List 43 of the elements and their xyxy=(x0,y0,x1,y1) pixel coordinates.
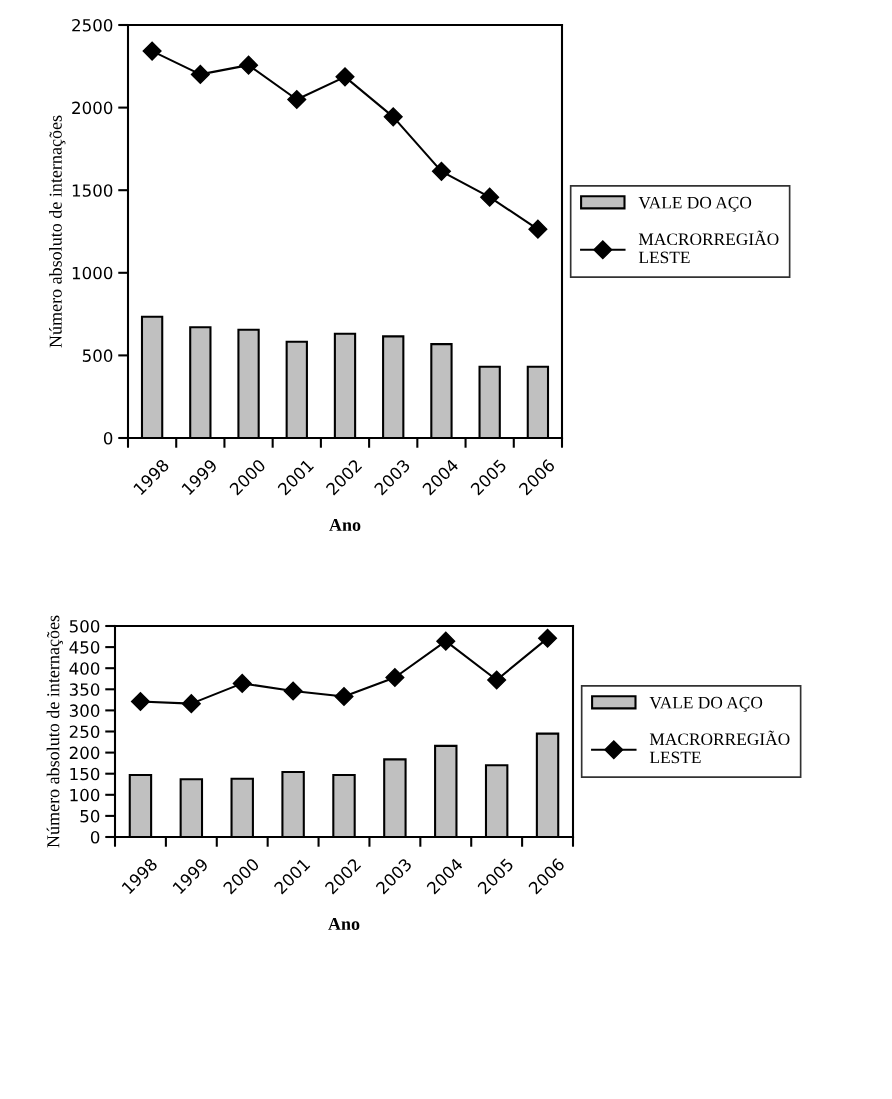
legend-label: MACRORREGIÃO LESTE xyxy=(649,730,790,764)
y-tick-label: 250 xyxy=(69,725,100,739)
point xyxy=(335,67,355,87)
point xyxy=(480,187,500,207)
y-tick-label: 2000 xyxy=(72,101,113,115)
y-tick-label: 2500 xyxy=(72,18,113,32)
y-tick-label: 1500 xyxy=(72,184,113,197)
point xyxy=(538,628,558,648)
point xyxy=(436,631,456,651)
y-tick-label: 0 xyxy=(90,830,100,844)
legend-label: MACRORREGIÃO LESTE xyxy=(638,230,779,264)
point xyxy=(142,41,162,61)
y-tick-label: 200 xyxy=(69,746,100,760)
y-tick-label: 50 xyxy=(80,809,100,823)
legend-label: VALE DO AÇO xyxy=(649,696,763,713)
legend-label: VALE DO AÇO xyxy=(638,196,752,213)
point xyxy=(287,89,307,110)
x-axis-title: Ano xyxy=(328,917,360,930)
y-tick-label: 450 xyxy=(69,641,100,654)
y-tick-label: 0 xyxy=(103,431,113,445)
point xyxy=(190,64,210,84)
y-axis-title: Número absoluto de internações xyxy=(49,115,66,348)
y-tick-label: 150 xyxy=(70,767,100,781)
x-axis-title: Ano xyxy=(329,518,361,531)
point xyxy=(383,107,403,127)
point xyxy=(181,694,201,714)
point xyxy=(283,681,303,701)
point xyxy=(334,686,354,707)
point xyxy=(487,670,507,690)
point xyxy=(232,673,252,693)
point xyxy=(239,55,259,75)
point xyxy=(528,219,548,239)
point xyxy=(130,692,150,712)
y-tick-label: 1000 xyxy=(72,266,113,280)
point xyxy=(431,161,451,181)
y-tick-label: 500 xyxy=(69,619,100,633)
y-tick-label: 100 xyxy=(70,788,100,802)
y-tick-label: 350 xyxy=(69,683,100,696)
y-tick-label: 400 xyxy=(69,662,100,675)
y-axis-title: Número absoluto de internações xyxy=(46,615,64,848)
y-tick-label: 300 xyxy=(69,704,100,717)
point xyxy=(385,667,405,688)
y-tick-label: 500 xyxy=(82,349,113,362)
